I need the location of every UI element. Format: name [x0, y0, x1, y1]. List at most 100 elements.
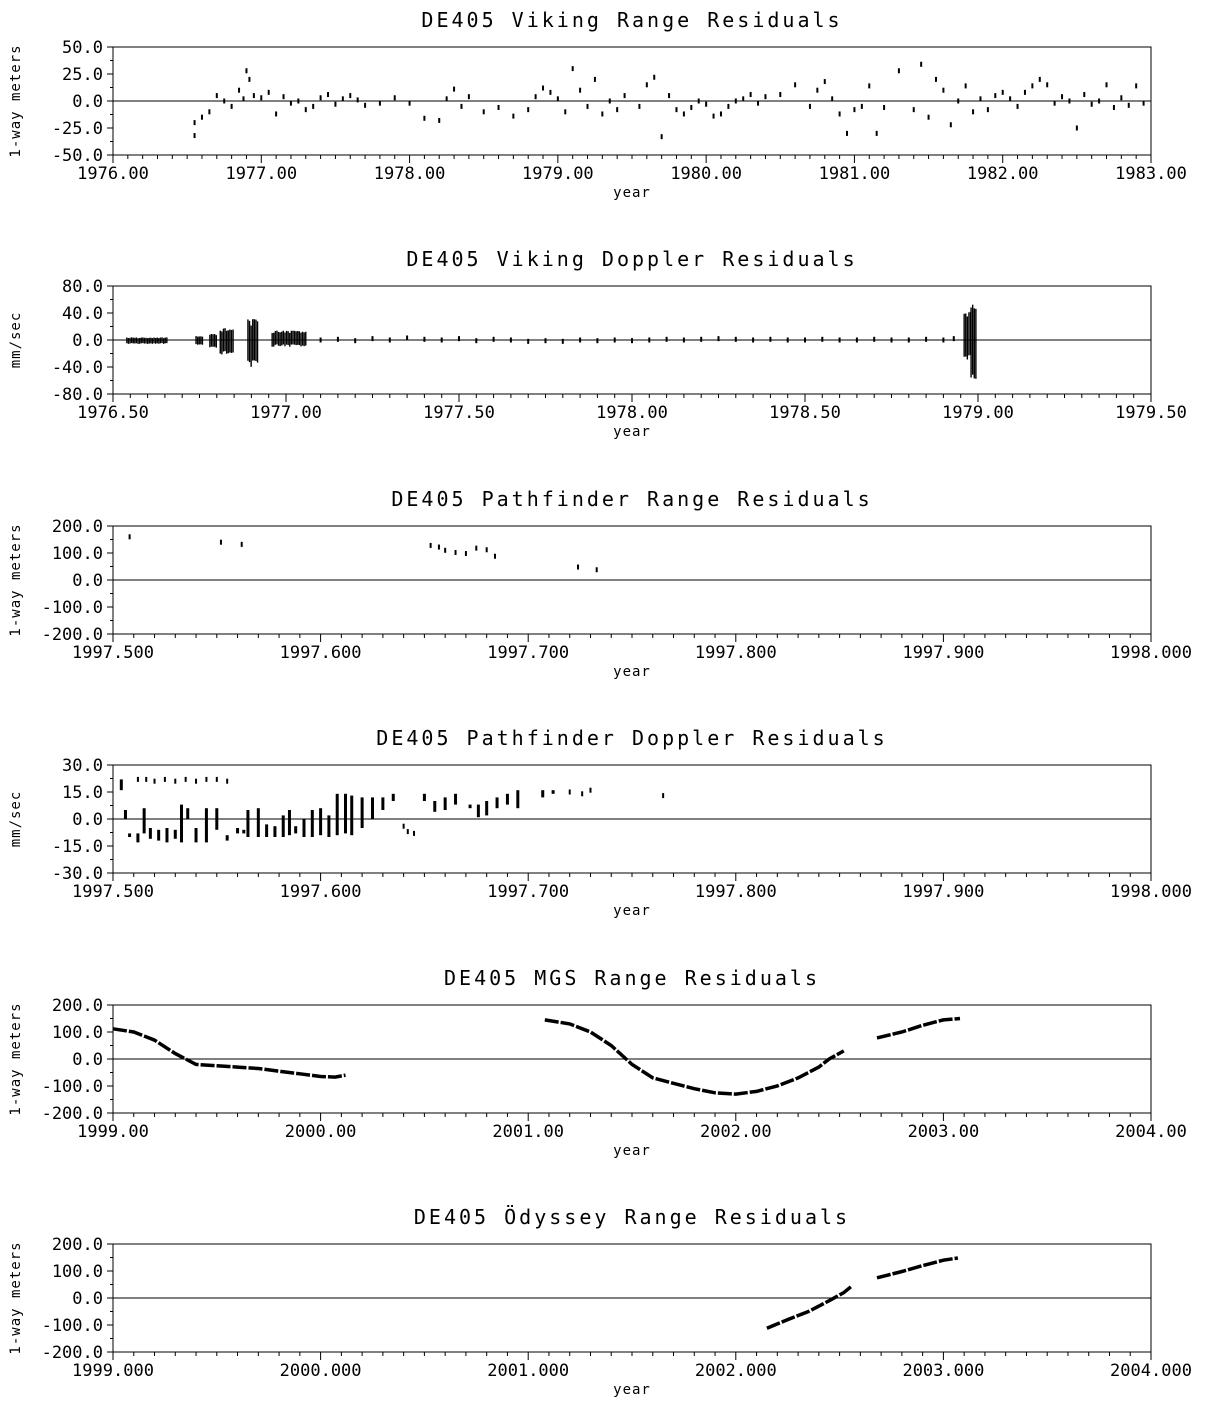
data-point [653, 74, 656, 80]
data-point [860, 103, 863, 109]
y-tick-label: -50.0 [52, 146, 103, 166]
y-tick-label: 200.0 [52, 1235, 103, 1255]
data-point [1142, 100, 1145, 106]
x-tick-label: 1998.000 [1110, 882, 1192, 902]
data-point [838, 337, 841, 343]
data-point [1053, 100, 1056, 106]
y-tick-label: -15.0 [52, 837, 103, 857]
data-point [145, 776, 148, 782]
data-point [230, 103, 233, 109]
data-point [205, 776, 208, 782]
x-tick-label: 1979.00 [942, 403, 1014, 423]
data-point [1127, 102, 1130, 108]
data-point [581, 791, 584, 797]
data-trace [876, 1256, 959, 1280]
data-point [282, 94, 285, 100]
data-point [1046, 82, 1049, 88]
data-point [319, 95, 322, 101]
data-point [942, 87, 945, 93]
data-point [219, 539, 222, 545]
data-point [215, 93, 218, 99]
data-point [957, 98, 960, 104]
data-point [445, 96, 448, 102]
data-point [925, 336, 928, 342]
x-axis-label: year [613, 185, 651, 201]
data-point [1105, 82, 1108, 88]
panel-4: DE405 Pathfinder Doppler Residuals 30.0 15… [8, 726, 1192, 919]
data-point [779, 92, 782, 98]
data-point [601, 111, 604, 117]
data-point [1083, 92, 1086, 98]
y-tick-label: -25.0 [52, 119, 103, 139]
data-point [986, 107, 989, 113]
data-point [682, 337, 685, 343]
x-axis-label: year [613, 903, 651, 919]
data-point [371, 336, 374, 342]
panel-3: DE405 Pathfinder Range Residuals 200.0 100… [8, 487, 1192, 680]
y-tick-label: 50.0 [62, 38, 103, 58]
data-point [260, 95, 263, 101]
data-point [429, 542, 432, 548]
data-point [304, 107, 307, 113]
data-point [349, 93, 352, 99]
x-tick-label: 1977.00 [225, 164, 297, 184]
data-point [248, 76, 251, 82]
data-point [757, 100, 760, 106]
data-point [897, 68, 900, 74]
chart-title: DE405 Ödyssey Range Residuals [414, 1205, 850, 1229]
x-tick-label: 1998.000 [1110, 643, 1192, 663]
panel-2: DE405 Viking Doppler Residuals 80.0 40.0 0.… [8, 247, 1187, 440]
data-point [174, 778, 177, 784]
data-point [662, 793, 665, 799]
data-point [734, 98, 737, 104]
data-point [648, 337, 651, 343]
x-tick-label: 1981.00 [819, 164, 891, 184]
chart-title: DE405 Pathfinder Range Residuals [391, 487, 872, 511]
x-tick-label: 1977.00 [250, 403, 322, 423]
y-tick-label: 25.0 [62, 65, 103, 85]
data-point [1120, 95, 1123, 101]
data-point [690, 104, 693, 110]
data-point [697, 98, 700, 104]
data-point [579, 87, 582, 93]
x-tick-label: 1997.600 [280, 882, 362, 902]
data-point [972, 109, 975, 115]
data-point [794, 82, 797, 88]
data-point [645, 82, 648, 88]
data-point [544, 338, 547, 344]
data-point [354, 338, 357, 344]
y-tick-label: 0.0 [72, 810, 103, 830]
data-point [406, 335, 409, 341]
data-point [242, 96, 245, 102]
data-point [873, 336, 876, 342]
data-point [223, 98, 226, 104]
x-tick-label: 1997.500 [72, 643, 154, 663]
data-point [458, 336, 460, 342]
data-point [907, 337, 910, 343]
data-point [341, 96, 344, 102]
x-tick-label: 1982.00 [967, 164, 1039, 184]
data-point [549, 89, 552, 95]
data-point [200, 114, 203, 120]
y-tick-label: 40.0 [62, 304, 103, 324]
data-point [1068, 98, 1071, 104]
y-tick-label: -100.0 [42, 1077, 103, 1097]
data-point [561, 338, 564, 344]
data-point [579, 337, 582, 343]
data-point [153, 778, 156, 784]
data-point [769, 336, 772, 342]
data-point [586, 103, 589, 109]
data-point [334, 101, 337, 107]
x-axis-label: year [613, 1382, 651, 1398]
x-tick-label: 1978.00 [596, 403, 668, 423]
data-trace [544, 1018, 845, 1096]
y-axis-label: 1-way meters [8, 1002, 24, 1115]
data-point [493, 553, 496, 559]
data-point [534, 94, 537, 100]
y-tick-label: 100.0 [52, 544, 103, 564]
data-point [327, 92, 330, 98]
data-point [438, 117, 441, 123]
data-point [1009, 96, 1012, 102]
chart-title: DE405 MGS Range Residuals [444, 966, 820, 990]
